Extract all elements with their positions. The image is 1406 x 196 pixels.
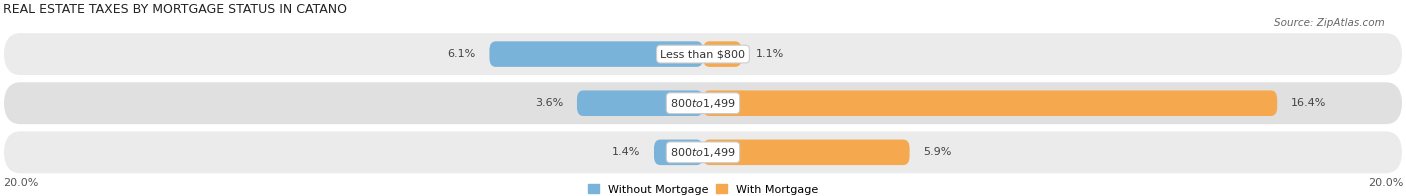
FancyBboxPatch shape <box>654 140 703 165</box>
FancyBboxPatch shape <box>489 41 703 67</box>
Text: REAL ESTATE TAXES BY MORTGAGE STATUS IN CATANO: REAL ESTATE TAXES BY MORTGAGE STATUS IN … <box>3 3 347 16</box>
Text: 1.1%: 1.1% <box>755 49 783 59</box>
Text: Less than $800: Less than $800 <box>661 49 745 59</box>
FancyBboxPatch shape <box>3 32 1403 76</box>
FancyBboxPatch shape <box>703 140 910 165</box>
Text: 3.6%: 3.6% <box>534 98 562 108</box>
FancyBboxPatch shape <box>703 41 741 67</box>
FancyBboxPatch shape <box>3 130 1403 174</box>
FancyBboxPatch shape <box>576 90 703 116</box>
FancyBboxPatch shape <box>703 90 1277 116</box>
FancyBboxPatch shape <box>3 81 1403 125</box>
Text: 6.1%: 6.1% <box>447 49 475 59</box>
Text: $800 to $1,499: $800 to $1,499 <box>671 97 735 110</box>
Text: 5.9%: 5.9% <box>924 147 952 157</box>
Text: 1.4%: 1.4% <box>612 147 640 157</box>
Text: 16.4%: 16.4% <box>1291 98 1327 108</box>
Text: $800 to $1,499: $800 to $1,499 <box>671 146 735 159</box>
Text: 20.0%: 20.0% <box>3 178 38 188</box>
Legend: Without Mortgage, With Mortgage: Without Mortgage, With Mortgage <box>588 184 818 194</box>
Text: Source: ZipAtlas.com: Source: ZipAtlas.com <box>1274 18 1385 28</box>
Text: 20.0%: 20.0% <box>1368 178 1403 188</box>
